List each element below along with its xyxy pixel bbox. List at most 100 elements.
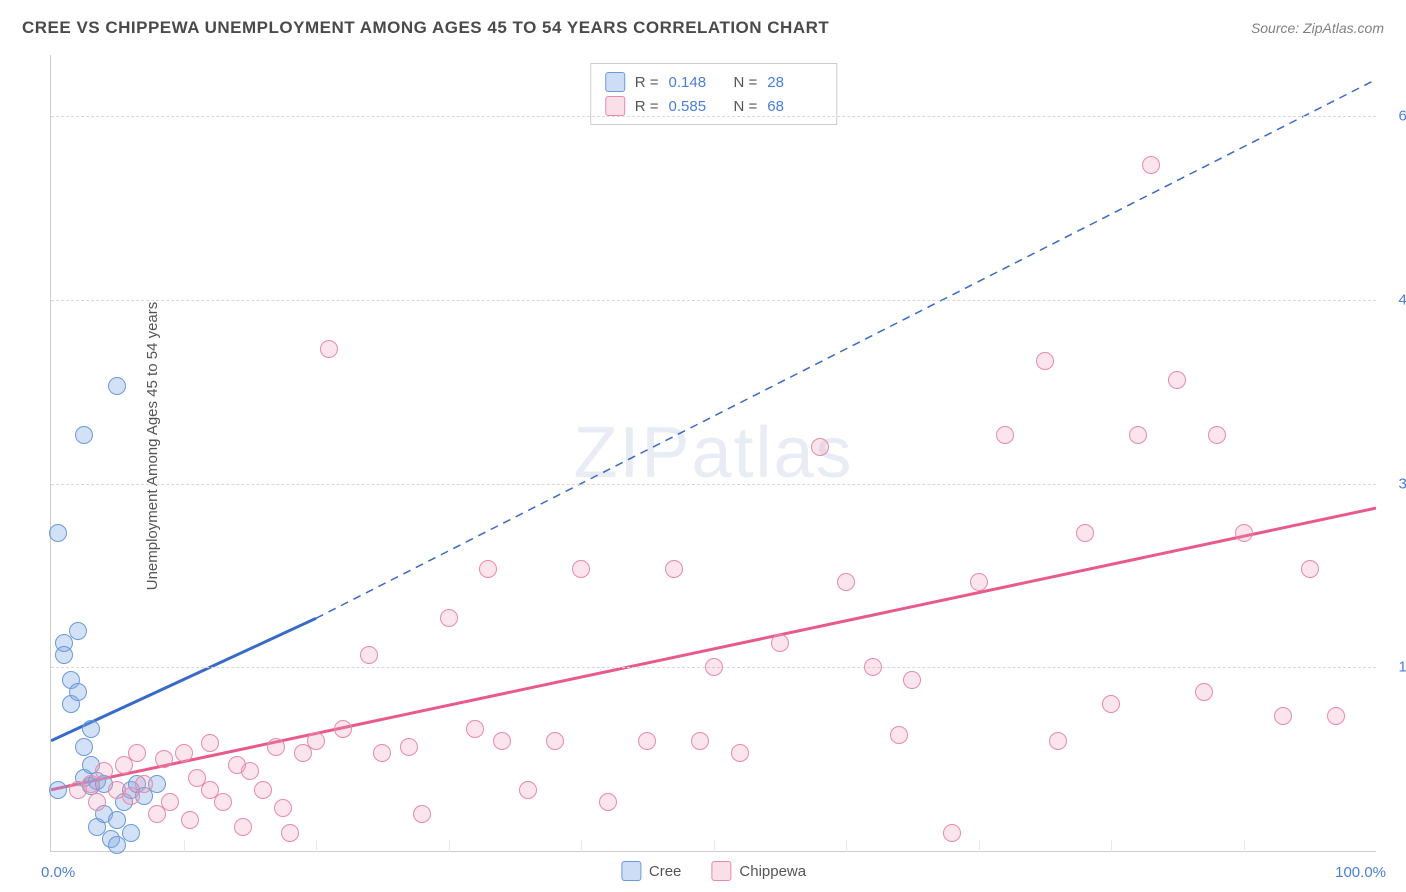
- data-point-chippewa: [1142, 156, 1160, 174]
- data-point-cree: [108, 377, 126, 395]
- legend-cree-label: Cree: [649, 863, 682, 880]
- data-point-chippewa: [201, 734, 219, 752]
- gridline-h: [51, 300, 1376, 301]
- data-point-chippewa: [1036, 352, 1054, 370]
- data-point-chippewa: [771, 634, 789, 652]
- chart-title: CREE VS CHIPPEWA UNEMPLOYMENT AMONG AGES…: [22, 18, 829, 38]
- data-point-chippewa: [254, 781, 272, 799]
- cree-swatch-icon: [621, 861, 641, 881]
- data-point-chippewa: [161, 793, 179, 811]
- data-point-chippewa: [440, 609, 458, 627]
- y-tick-label: 45.0%: [1386, 291, 1406, 308]
- source-label: Source: ZipAtlas.com: [1251, 20, 1384, 36]
- stats-legend-row-cree: R = 0.148 N = 28: [605, 70, 823, 94]
- data-point-chippewa: [413, 805, 431, 823]
- data-point-cree: [49, 524, 67, 542]
- watermark-bold: ZIP: [573, 413, 691, 493]
- chippewa-swatch-icon: [711, 861, 731, 881]
- data-point-chippewa: [864, 658, 882, 676]
- data-point-chippewa: [996, 426, 1014, 444]
- x-tick-min: 0.0%: [41, 864, 75, 881]
- data-point-chippewa: [546, 732, 564, 750]
- cree-swatch-icon: [605, 72, 625, 92]
- data-point-chippewa: [1208, 426, 1226, 444]
- data-point-chippewa: [1102, 695, 1120, 713]
- trendlines-layer: [51, 55, 1376, 851]
- data-point-chippewa: [95, 762, 113, 780]
- data-point-chippewa: [572, 560, 590, 578]
- series-legend: Cree Chippewa: [621, 861, 806, 881]
- data-point-chippewa: [1195, 683, 1213, 701]
- data-point-cree: [122, 824, 140, 842]
- y-tick-label: 30.0%: [1386, 475, 1406, 492]
- data-point-chippewa: [943, 824, 961, 842]
- x-tick: [184, 840, 185, 852]
- data-point-chippewa: [274, 799, 292, 817]
- trendline-cree-dashed: [316, 79, 1376, 618]
- data-point-chippewa: [837, 573, 855, 591]
- y-tick-label: 60.0%: [1386, 108, 1406, 125]
- n-label: N =: [734, 98, 758, 115]
- data-point-cree: [69, 622, 87, 640]
- data-point-cree: [69, 683, 87, 701]
- x-tick: [581, 840, 582, 852]
- data-point-chippewa: [691, 732, 709, 750]
- data-point-chippewa: [903, 671, 921, 689]
- legend-item-chippewa: Chippewa: [711, 861, 806, 881]
- data-point-chippewa: [320, 340, 338, 358]
- x-tick: [1111, 840, 1112, 852]
- data-point-chippewa: [466, 720, 484, 738]
- data-point-chippewa: [307, 732, 325, 750]
- data-point-chippewa: [519, 781, 537, 799]
- data-point-chippewa: [175, 744, 193, 762]
- data-point-chippewa: [1168, 371, 1186, 389]
- data-point-chippewa: [1274, 707, 1292, 725]
- data-point-chippewa: [214, 793, 232, 811]
- data-point-chippewa: [970, 573, 988, 591]
- legend-chippewa-label: Chippewa: [739, 863, 806, 880]
- data-point-chippewa: [1235, 524, 1253, 542]
- r-label: R =: [635, 98, 659, 115]
- data-point-chippewa: [181, 811, 199, 829]
- data-point-cree: [82, 720, 100, 738]
- legend-item-cree: Cree: [621, 861, 682, 881]
- gridline-h: [51, 116, 1376, 117]
- data-point-chippewa: [599, 793, 617, 811]
- data-point-cree: [49, 781, 67, 799]
- data-point-chippewa: [479, 560, 497, 578]
- data-point-chippewa: [128, 744, 146, 762]
- data-point-chippewa: [88, 793, 106, 811]
- scatter-chart: ZIPatlas R = 0.148 N = 28 R = 0.585 N = …: [50, 55, 1376, 852]
- data-point-chippewa: [234, 818, 252, 836]
- watermark-thin: atlas: [691, 413, 853, 493]
- data-point-chippewa: [135, 775, 153, 793]
- x-tick: [449, 840, 450, 852]
- data-point-cree: [75, 426, 93, 444]
- data-point-chippewa: [1129, 426, 1147, 444]
- cree-n-value: 28: [767, 74, 822, 91]
- data-point-chippewa: [400, 738, 418, 756]
- data-point-chippewa: [731, 744, 749, 762]
- y-tick-label: 15.0%: [1386, 659, 1406, 676]
- chart-header: CREE VS CHIPPEWA UNEMPLOYMENT AMONG AGES…: [22, 18, 1384, 38]
- data-point-chippewa: [493, 732, 511, 750]
- x-tick: [979, 840, 980, 852]
- x-tick: [714, 840, 715, 852]
- r-label: R =: [635, 74, 659, 91]
- data-point-chippewa: [267, 738, 285, 756]
- n-label: N =: [734, 74, 758, 91]
- stats-legend-row-chippewa: R = 0.585 N = 68: [605, 94, 823, 118]
- x-tick: [846, 840, 847, 852]
- chippewa-swatch-icon: [605, 96, 625, 116]
- chippewa-r-value: 0.585: [669, 98, 724, 115]
- watermark: ZIPatlas: [573, 412, 853, 494]
- data-point-chippewa: [281, 824, 299, 842]
- gridline-h: [51, 484, 1376, 485]
- data-point-chippewa: [1049, 732, 1067, 750]
- data-point-chippewa: [373, 744, 391, 762]
- data-point-cree: [75, 738, 93, 756]
- data-point-chippewa: [890, 726, 908, 744]
- x-tick: [316, 840, 317, 852]
- cree-r-value: 0.148: [669, 74, 724, 91]
- data-point-chippewa: [1301, 560, 1319, 578]
